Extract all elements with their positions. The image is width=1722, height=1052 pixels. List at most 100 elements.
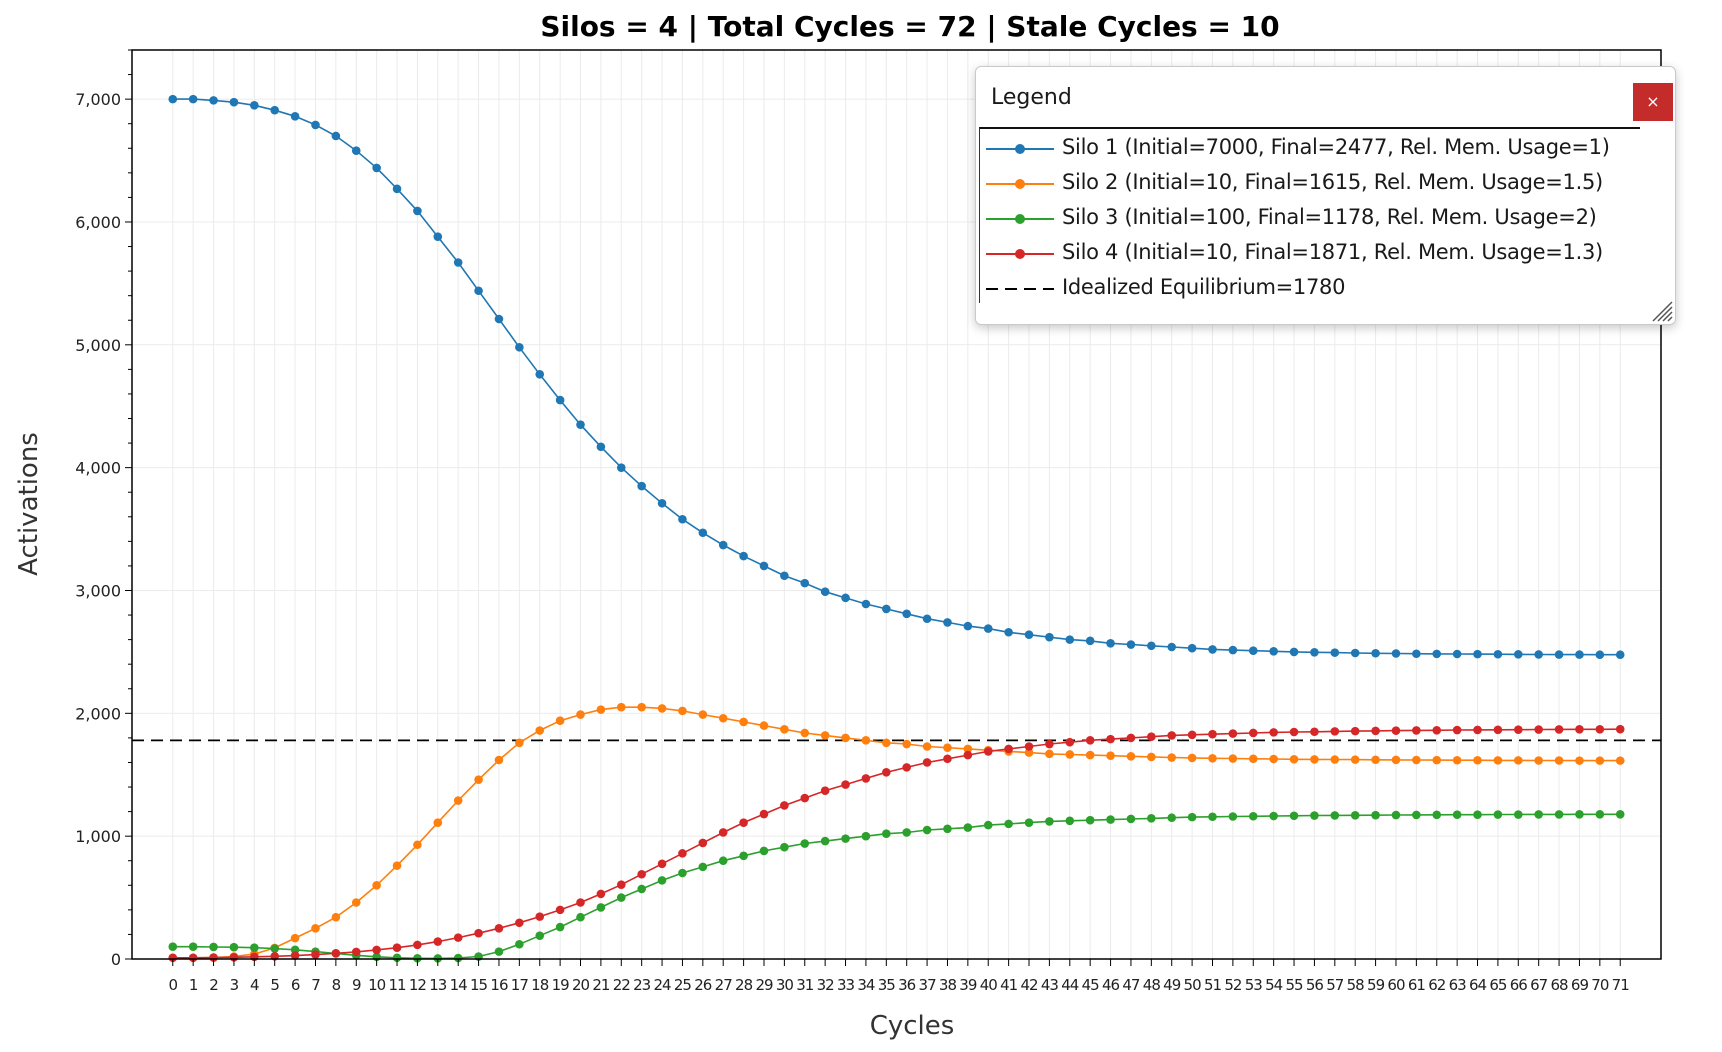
data-point-silo-1: [1289, 647, 1299, 657]
data-point-silo-2: [861, 736, 871, 745]
y-tick-label: 6,000: [75, 213, 121, 232]
data-point-silo-3: [820, 836, 830, 846]
data-point-silo-2: [515, 738, 524, 748]
y-tick-label: 7,000: [75, 90, 121, 109]
data-point-silo-1: [596, 442, 606, 452]
data-point-silo-4: [515, 918, 524, 928]
x-tick-label: 38: [939, 976, 957, 994]
x-tick-label: 62: [1428, 976, 1446, 994]
data-point-silo-2: [351, 898, 361, 907]
x-tick-label: 20: [572, 976, 590, 994]
data-point-silo-3: [555, 922, 565, 932]
data-point-silo-1: [882, 604, 891, 614]
data-point-silo-2: [1269, 754, 1278, 764]
data-point-silo-2: [739, 717, 748, 727]
x-tick-label: 22: [613, 976, 631, 994]
x-tick-label: 42: [1020, 976, 1038, 994]
x-tick-label: 15: [470, 976, 488, 994]
legend-close-button[interactable]: ×: [1633, 83, 1673, 121]
close-icon: ×: [1646, 92, 1660, 111]
data-point-silo-3: [1269, 811, 1278, 821]
data-point-silo-3: [1024, 818, 1034, 827]
data-point-silo-2: [780, 724, 789, 734]
data-point-silo-4: [453, 933, 463, 942]
data-point-silo-1: [657, 498, 667, 508]
legend-panel[interactable]: Legend × Silo 1 (Initial=7000, Final=247…: [975, 66, 1676, 325]
data-point-silo-4: [1412, 726, 1421, 735]
legend-item-equilibrium[interactable]: Idealized Equilibrium=1780: [980, 273, 1640, 305]
series-silo-4: [168, 724, 1625, 963]
data-point-silo-2: [1412, 755, 1421, 765]
x-tick-label: 56: [1306, 976, 1324, 994]
data-point-silo-1: [1330, 648, 1340, 657]
x-tick-label: 31: [796, 976, 814, 994]
data-point-silo-4: [555, 905, 565, 915]
data-point-silo-4: [311, 950, 320, 959]
data-point-silo-4: [902, 763, 911, 772]
data-point-silo-1: [1248, 646, 1258, 655]
data-point-silo-4: [1187, 730, 1197, 740]
data-point-silo-1: [331, 131, 341, 141]
data-point-silo-3: [1208, 812, 1217, 822]
data-point-silo-4: [637, 869, 646, 879]
legend-header[interactable]: Legend ×: [976, 67, 1675, 125]
data-point-silo-4: [1106, 734, 1115, 744]
x-tick-label: 58: [1347, 976, 1365, 994]
legend-item-silo-1[interactable]: Silo 1 (Initial=7000, Final=2477, Rel. M…: [980, 133, 1640, 165]
legend-item-silo-2[interactable]: Silo 2 (Initial=10, Final=1615, Rel. Mem…: [980, 168, 1640, 200]
data-point-silo-2: [657, 704, 667, 713]
data-point-silo-1: [188, 94, 198, 104]
data-point-silo-2: [453, 796, 463, 805]
data-point-silo-1: [820, 587, 830, 597]
data-point-silo-3: [1575, 809, 1584, 819]
y-tick-label: 1,000: [75, 827, 121, 846]
data-point-silo-4: [494, 923, 504, 933]
legend-item-silo-4[interactable]: Silo 4 (Initial=10, Final=1871, Rel. Mem…: [980, 238, 1640, 270]
resize-grip-icon[interactable]: [1647, 296, 1673, 322]
data-point-silo-1: [698, 528, 708, 538]
data-point-silo-3: [1147, 814, 1156, 823]
data-point-silo-4: [698, 838, 708, 848]
data-point-silo-1: [1412, 649, 1421, 659]
legend-swatch-silo-2: [986, 179, 1054, 189]
x-tick-label: 59: [1367, 976, 1385, 994]
data-point-silo-4: [474, 928, 483, 938]
data-point-silo-3: [698, 862, 708, 872]
data-point-silo-1: [433, 232, 443, 242]
data-point-silo-4: [841, 780, 850, 789]
legend-label-silo-1: Silo 1 (Initial=7000, Final=2477, Rel. M…: [1062, 135, 1610, 159]
data-point-silo-4: [372, 945, 381, 955]
data-point-silo-3: [515, 939, 524, 949]
data-point-silo-4: [983, 747, 993, 756]
legend-item-silo-3[interactable]: Silo 3 (Initial=100, Final=1178, Rel. Me…: [980, 203, 1640, 235]
data-point-silo-3: [1432, 810, 1442, 820]
data-point-silo-1: [1024, 630, 1034, 640]
y-tick-label: 3,000: [75, 581, 121, 600]
data-point-silo-1: [229, 97, 239, 107]
data-point-silo-1: [922, 614, 932, 624]
x-tick-label: 63: [1449, 976, 1467, 994]
x-tick-label: 41: [1000, 976, 1018, 994]
data-point-silo-4: [392, 943, 402, 952]
data-point-silo-3: [678, 868, 687, 878]
x-tick-label: 4: [250, 976, 259, 994]
data-point-silo-1: [963, 621, 973, 631]
data-point-silo-4: [1575, 724, 1584, 734]
data-point-silo-4: [1513, 725, 1523, 734]
data-point-silo-3: [392, 953, 402, 963]
data-point-silo-2: [1167, 753, 1177, 762]
data-point-silo-4: [739, 818, 748, 827]
x-tick-label: 37: [919, 976, 937, 994]
data-point-silo-3: [1289, 811, 1299, 821]
x-tick-label: 18: [531, 976, 549, 994]
data-point-silo-4: [1534, 725, 1543, 734]
y-tick-label: 4,000: [75, 459, 121, 478]
data-point-silo-1: [494, 314, 504, 324]
data-point-silo-4: [596, 889, 606, 899]
data-point-silo-4: [1473, 725, 1482, 735]
legend-label-silo-3: Silo 3 (Initial=100, Final=1178, Rel. Me…: [1062, 205, 1597, 229]
data-point-silo-3: [1534, 810, 1543, 819]
data-point-silo-2: [1615, 756, 1625, 765]
x-tick-label: 1: [189, 976, 198, 994]
data-point-silo-4: [861, 774, 871, 783]
